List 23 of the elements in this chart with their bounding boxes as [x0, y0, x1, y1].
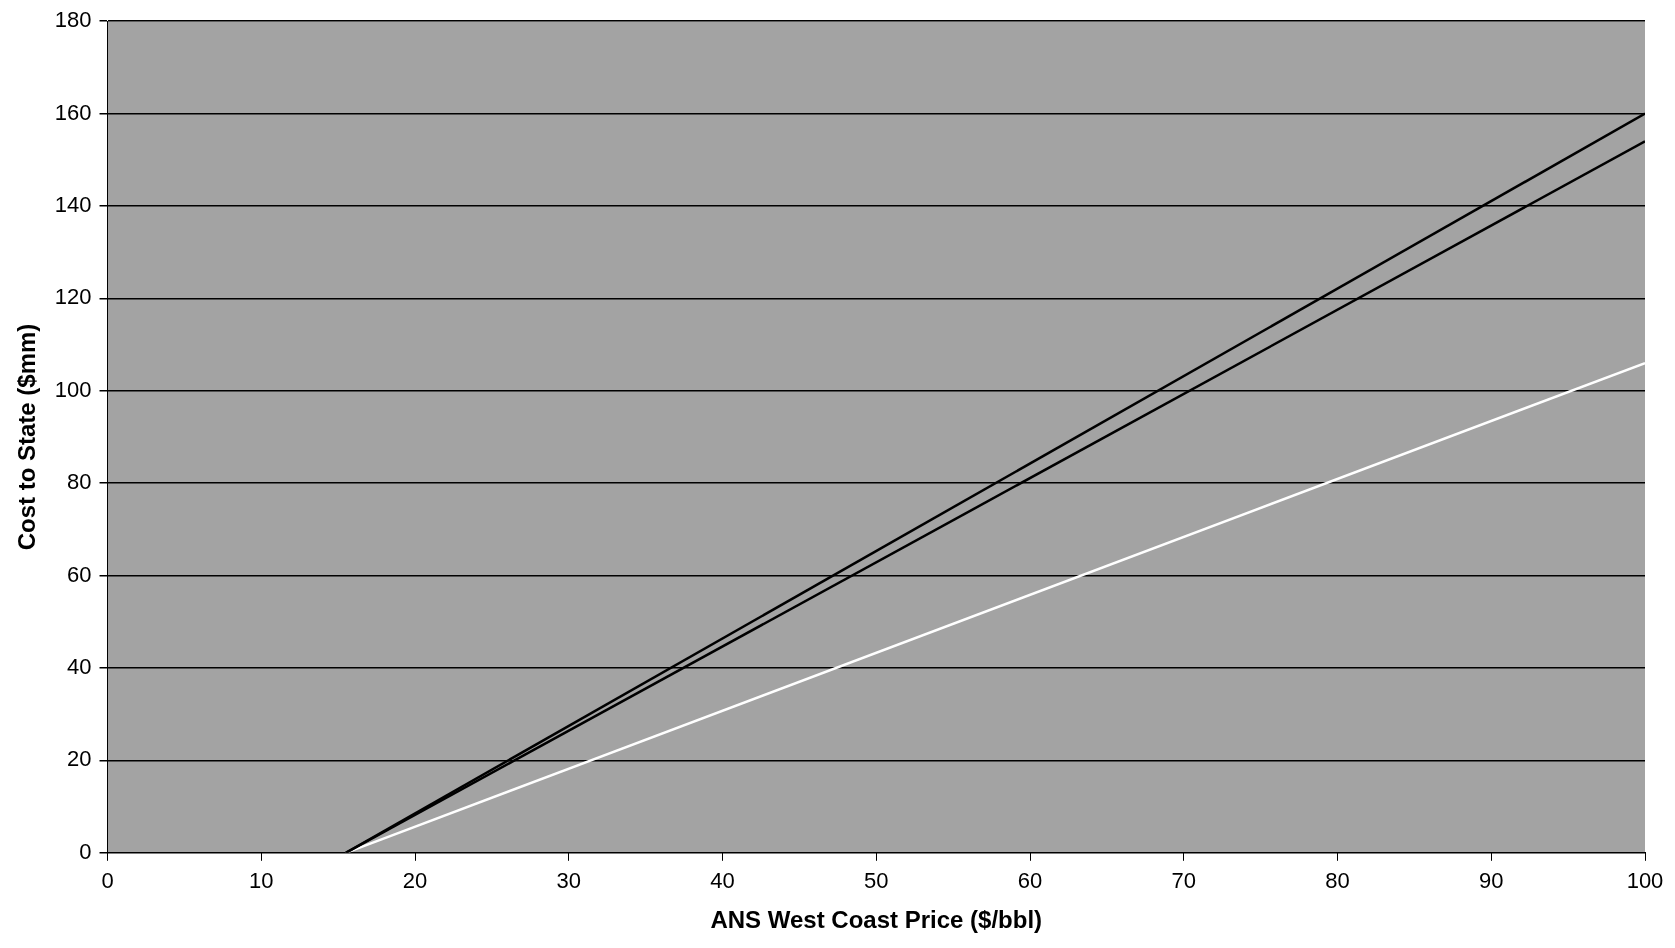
x-tick-label: 20 — [402, 868, 428, 894]
y-tick-label: 160 — [54, 99, 92, 125]
x-tick-label: 90 — [1479, 868, 1504, 894]
x-tick-label: 40 — [710, 868, 735, 894]
y-tick-label: 0 — [79, 838, 92, 864]
y-tick-label: 180 — [54, 7, 92, 33]
y-tick-label: 20 — [67, 746, 92, 772]
y-axis-title: Cost to State ($mm) — [13, 323, 41, 551]
y-tick-label: 140 — [54, 192, 92, 218]
y-tick-label: 60 — [67, 561, 92, 587]
x-tick-label: 60 — [1017, 868, 1043, 894]
x-tick-label: 30 — [556, 868, 581, 894]
x-tick-label: 50 — [864, 868, 889, 894]
y-tick-label: 120 — [54, 284, 92, 310]
x-tick-label: 0 — [101, 868, 114, 894]
y-tick-label: 80 — [67, 469, 92, 495]
x-tick-label: 100 — [1626, 868, 1664, 894]
x-tick-label: 70 — [1171, 868, 1196, 894]
y-tick-label: 100 — [54, 376, 92, 402]
x-tick-label: 80 — [1325, 868, 1350, 894]
x-tick-label: 10 — [249, 868, 274, 894]
y-tick-label: 40 — [67, 654, 92, 680]
x-axis-title: ANS West Coast Price ($/bbl) — [710, 906, 1043, 934]
